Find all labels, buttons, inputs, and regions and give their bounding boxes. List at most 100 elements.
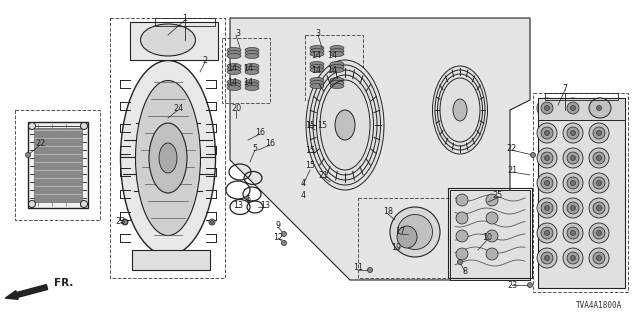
Ellipse shape <box>330 81 344 85</box>
Ellipse shape <box>596 205 602 211</box>
Ellipse shape <box>245 69 259 75</box>
Text: 15: 15 <box>305 121 315 130</box>
Ellipse shape <box>596 180 602 186</box>
Ellipse shape <box>563 173 583 193</box>
Polygon shape <box>538 98 625 120</box>
Text: 14: 14 <box>311 51 321 60</box>
Ellipse shape <box>282 231 287 236</box>
Text: 8: 8 <box>463 268 467 276</box>
Text: 13: 13 <box>260 201 270 210</box>
Ellipse shape <box>541 202 553 214</box>
Polygon shape <box>28 122 88 208</box>
Ellipse shape <box>537 148 557 168</box>
Ellipse shape <box>541 227 553 239</box>
Text: 15: 15 <box>317 121 327 130</box>
Polygon shape <box>132 250 210 270</box>
Ellipse shape <box>227 83 241 87</box>
Ellipse shape <box>29 201 35 207</box>
Ellipse shape <box>149 123 187 193</box>
Ellipse shape <box>596 255 602 260</box>
Ellipse shape <box>330 77 344 83</box>
Ellipse shape <box>245 79 259 84</box>
Polygon shape <box>230 18 530 280</box>
Ellipse shape <box>367 268 372 273</box>
Text: 16: 16 <box>255 127 265 137</box>
Ellipse shape <box>541 252 553 264</box>
Text: 23: 23 <box>115 218 125 227</box>
Ellipse shape <box>310 61 324 67</box>
Ellipse shape <box>537 123 557 143</box>
Ellipse shape <box>330 84 344 89</box>
Ellipse shape <box>486 194 498 206</box>
Ellipse shape <box>567 252 579 264</box>
Ellipse shape <box>593 102 605 114</box>
Ellipse shape <box>593 177 605 189</box>
Ellipse shape <box>26 153 31 157</box>
Ellipse shape <box>141 24 195 56</box>
Ellipse shape <box>211 220 214 223</box>
Ellipse shape <box>570 255 575 260</box>
Ellipse shape <box>563 223 583 243</box>
Ellipse shape <box>596 106 602 110</box>
Ellipse shape <box>486 212 498 224</box>
Ellipse shape <box>563 123 583 143</box>
Text: 14: 14 <box>327 66 337 75</box>
Ellipse shape <box>593 252 605 264</box>
Ellipse shape <box>330 45 344 51</box>
Ellipse shape <box>563 148 583 168</box>
Ellipse shape <box>335 110 355 140</box>
Polygon shape <box>538 98 625 288</box>
FancyArrow shape <box>5 284 47 299</box>
Text: 3: 3 <box>236 28 241 37</box>
Text: 25: 25 <box>492 191 502 201</box>
Ellipse shape <box>545 230 550 236</box>
Ellipse shape <box>310 77 324 83</box>
Ellipse shape <box>120 60 216 255</box>
Ellipse shape <box>245 53 259 59</box>
Ellipse shape <box>545 106 550 110</box>
Ellipse shape <box>81 123 88 130</box>
Ellipse shape <box>227 63 241 68</box>
Ellipse shape <box>589 173 609 193</box>
Ellipse shape <box>541 127 553 139</box>
Ellipse shape <box>541 177 553 189</box>
Ellipse shape <box>227 79 241 84</box>
Text: 22: 22 <box>506 143 516 153</box>
Text: 16: 16 <box>265 139 275 148</box>
Ellipse shape <box>589 223 609 243</box>
Ellipse shape <box>527 283 532 287</box>
Ellipse shape <box>310 68 324 73</box>
Ellipse shape <box>310 45 324 51</box>
Text: 2: 2 <box>202 55 207 65</box>
Ellipse shape <box>456 212 468 224</box>
Ellipse shape <box>227 69 241 75</box>
Ellipse shape <box>486 230 498 242</box>
Ellipse shape <box>596 156 602 161</box>
Ellipse shape <box>541 102 553 114</box>
Ellipse shape <box>563 98 583 118</box>
Ellipse shape <box>570 156 575 161</box>
Ellipse shape <box>570 131 575 135</box>
Ellipse shape <box>458 260 463 265</box>
Ellipse shape <box>433 66 488 154</box>
Ellipse shape <box>545 205 550 211</box>
Text: 22: 22 <box>35 139 45 148</box>
Ellipse shape <box>397 214 433 250</box>
Ellipse shape <box>567 127 579 139</box>
Ellipse shape <box>124 220 127 223</box>
Polygon shape <box>34 128 82 202</box>
Ellipse shape <box>310 52 324 57</box>
Ellipse shape <box>596 230 602 236</box>
Text: 18: 18 <box>383 207 393 217</box>
Text: 19: 19 <box>391 244 401 252</box>
Text: 12: 12 <box>273 233 283 242</box>
Ellipse shape <box>330 49 344 53</box>
Ellipse shape <box>245 85 259 91</box>
Text: 15: 15 <box>305 161 315 170</box>
Polygon shape <box>130 22 218 60</box>
Ellipse shape <box>453 99 467 121</box>
Text: FR.: FR. <box>54 278 74 288</box>
Ellipse shape <box>390 207 440 257</box>
Ellipse shape <box>545 180 550 186</box>
Ellipse shape <box>570 205 575 211</box>
